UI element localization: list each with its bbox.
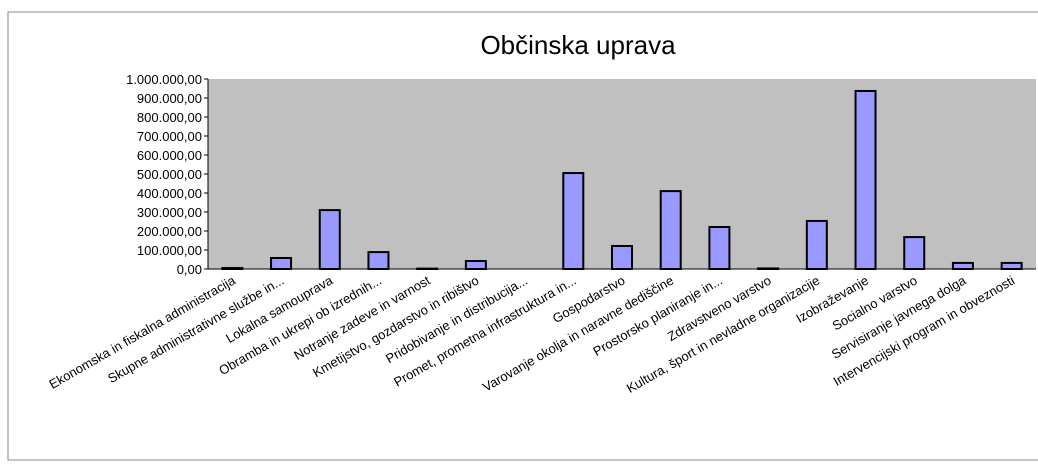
bar (805, 219, 828, 270)
y-tick-label: 300.000,00 (137, 205, 202, 220)
bar (367, 251, 390, 270)
bar (221, 267, 244, 270)
y-tick-label: 200.000,00 (137, 224, 202, 239)
bar (854, 89, 877, 270)
bar (757, 267, 780, 270)
bar (903, 236, 926, 271)
bar (659, 190, 682, 271)
y-tick-label: 900.000,00 (137, 91, 202, 106)
y-tick-label: 800.000,00 (137, 110, 202, 125)
bar (1000, 261, 1023, 271)
y-tick-label: 700.000,00 (137, 129, 202, 144)
bar (562, 172, 585, 270)
bar (464, 260, 487, 270)
y-tick-label: 1.000.000,00 (126, 72, 202, 87)
bar (951, 261, 974, 271)
y-tick-label: 400.000,00 (137, 186, 202, 201)
chart-title: Občinska uprava (480, 30, 676, 60)
y-tick-label: 500.000,00 (137, 167, 202, 182)
plot-area (208, 79, 1036, 269)
y-tick-label: 100.000,00 (137, 243, 202, 258)
bar (611, 245, 633, 270)
bar (708, 226, 731, 270)
y-tick-label: 600.000,00 (137, 148, 202, 163)
y-tick-label: 0,00 (177, 262, 202, 277)
bar (318, 209, 341, 271)
bar (270, 256, 293, 271)
